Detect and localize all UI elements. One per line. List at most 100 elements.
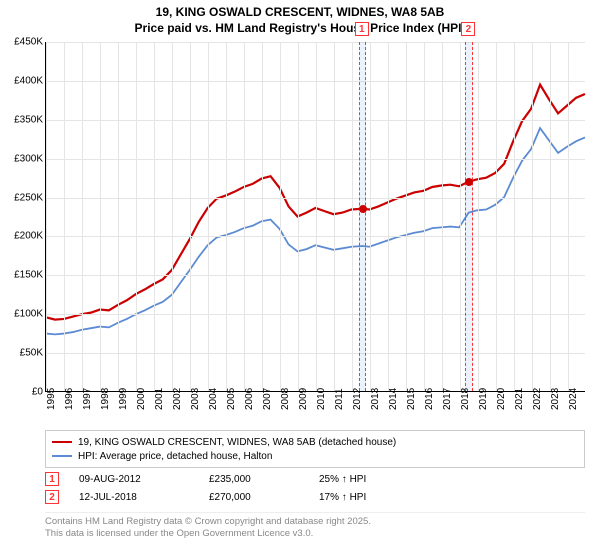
y-axis-label: £250K [0, 192, 43, 203]
event-row-flag: 2 [45, 490, 59, 504]
event-band [465, 42, 473, 391]
event-row-price: £235,000 [209, 474, 319, 485]
gridline-v [460, 42, 461, 391]
gridline-v [406, 42, 407, 391]
x-axis-label: 2013 [370, 388, 381, 410]
x-axis-label: 2014 [388, 388, 399, 410]
legend-box: 19, KING OSWALD CRESCENT, WIDNES, WA8 5A… [45, 430, 585, 468]
x-axis-label: 2012 [352, 388, 363, 410]
gridline-v [136, 42, 137, 391]
gridline-v [424, 42, 425, 391]
chart-container: 19, KING OSWALD CRESCENT, WIDNES, WA8 5A… [0, 0, 600, 560]
gridline-v [550, 42, 551, 391]
gridline-v [298, 42, 299, 391]
y-axis-label: £150K [0, 270, 43, 281]
event-row-flag: 1 [45, 472, 59, 486]
event-row: 1 09-AUG-2012£235,00025% ↑ HPI [45, 470, 585, 488]
legend-label: HPI: Average price, detached house, Halt… [78, 451, 272, 462]
footer-attribution: Contains HM Land Registry data © Crown c… [45, 512, 585, 540]
gridline-v [100, 42, 101, 391]
gridline-v [46, 42, 47, 391]
legend-row: 19, KING OSWALD CRESCENT, WIDNES, WA8 5A… [52, 435, 578, 449]
event-row-price: £270,000 [209, 492, 319, 503]
event-row-pct: 17% ↑ HPI [319, 492, 429, 503]
y-axis-label: £400K [0, 75, 43, 86]
x-axis-label: 2000 [136, 388, 147, 410]
gridline-v [82, 42, 83, 391]
x-axis-label: 2022 [532, 388, 543, 410]
gridline-v [370, 42, 371, 391]
gridline-v [154, 42, 155, 391]
price-marker-dot [359, 205, 367, 213]
x-axis-label: 1999 [118, 388, 129, 410]
x-axis-label: 2003 [190, 388, 201, 410]
x-axis-label: 2024 [568, 388, 579, 410]
title-line-2: Price paid vs. HM Land Registry's House … [0, 21, 600, 37]
y-axis-label: £350K [0, 114, 43, 125]
legend-label: 19, KING OSWALD CRESCENT, WIDNES, WA8 5A… [78, 437, 396, 448]
event-row-date: 12-JUL-2018 [79, 492, 209, 503]
y-axis-label: £50K [0, 348, 43, 359]
y-axis-label: £0 [0, 387, 43, 398]
x-axis-label: 2011 [334, 388, 345, 410]
x-axis-label: 1998 [100, 388, 111, 410]
x-axis-label: 2015 [406, 388, 417, 410]
gridline-v [334, 42, 335, 391]
x-axis-label: 2016 [424, 388, 435, 410]
x-axis-label: 2007 [262, 388, 273, 410]
gridline-v [514, 42, 515, 391]
x-axis-label: 2006 [244, 388, 255, 410]
y-axis-label: £450K [0, 37, 43, 48]
price-marker-dot [465, 178, 473, 186]
events-table: 1 09-AUG-2012£235,00025% ↑ HPI 2 12-JUL-201… [45, 470, 585, 506]
legend-row: HPI: Average price, detached house, Halt… [52, 449, 578, 463]
gridline-v [262, 42, 263, 391]
gridline-v [532, 42, 533, 391]
chart-title: 19, KING OSWALD CRESCENT, WIDNES, WA8 5A… [0, 0, 600, 36]
plot-area: 1995199619971998199920002001200220032004… [45, 42, 585, 392]
legend-swatch [52, 455, 72, 457]
gridline-v [118, 42, 119, 391]
y-axis-label: £200K [0, 231, 43, 242]
gridline-v [172, 42, 173, 391]
y-axis-label: £300K [0, 153, 43, 164]
footer-line-1: Contains HM Land Registry data © Crown c… [45, 516, 585, 528]
gridline-v [280, 42, 281, 391]
x-axis-label: 2002 [172, 388, 183, 410]
event-row: 2 12-JUL-2018£270,00017% ↑ HPI [45, 488, 585, 506]
gridline-v [316, 42, 317, 391]
gridline-v [352, 42, 353, 391]
gridline-v [496, 42, 497, 391]
legend-swatch [52, 441, 72, 443]
event-band [359, 42, 366, 391]
footer-line-2: This data is licensed under the Open Gov… [45, 528, 585, 540]
x-axis-label: 2010 [316, 388, 327, 410]
gridline-v [568, 42, 569, 391]
gridline-v [226, 42, 227, 391]
x-axis-label: 1996 [64, 388, 75, 410]
x-axis-label: 2001 [154, 388, 165, 410]
x-axis-label: 1997 [82, 388, 93, 410]
x-axis-label: 2020 [496, 388, 507, 410]
event-row-pct: 25% ↑ HPI [319, 474, 429, 485]
gridline-v [388, 42, 389, 391]
gridline-v [244, 42, 245, 391]
x-axis-label: 2008 [280, 388, 291, 410]
x-axis-label: 2019 [478, 388, 489, 410]
event-flag: 2 [461, 22, 475, 36]
x-axis-label: 1995 [46, 388, 57, 410]
x-axis-label: 2021 [514, 388, 525, 410]
x-axis-label: 2023 [550, 388, 561, 410]
gridline-v [442, 42, 443, 391]
gridline-v [478, 42, 479, 391]
x-axis-label: 2018 [460, 388, 471, 410]
event-flag: 1 [355, 22, 369, 36]
x-axis-label: 2004 [208, 388, 219, 410]
x-axis-label: 2009 [298, 388, 309, 410]
gridline-v [208, 42, 209, 391]
x-axis-label: 2017 [442, 388, 453, 410]
gridline-v [190, 42, 191, 391]
y-axis-label: £100K [0, 309, 43, 320]
event-row-date: 09-AUG-2012 [79, 474, 209, 485]
x-axis-label: 2005 [226, 388, 237, 410]
